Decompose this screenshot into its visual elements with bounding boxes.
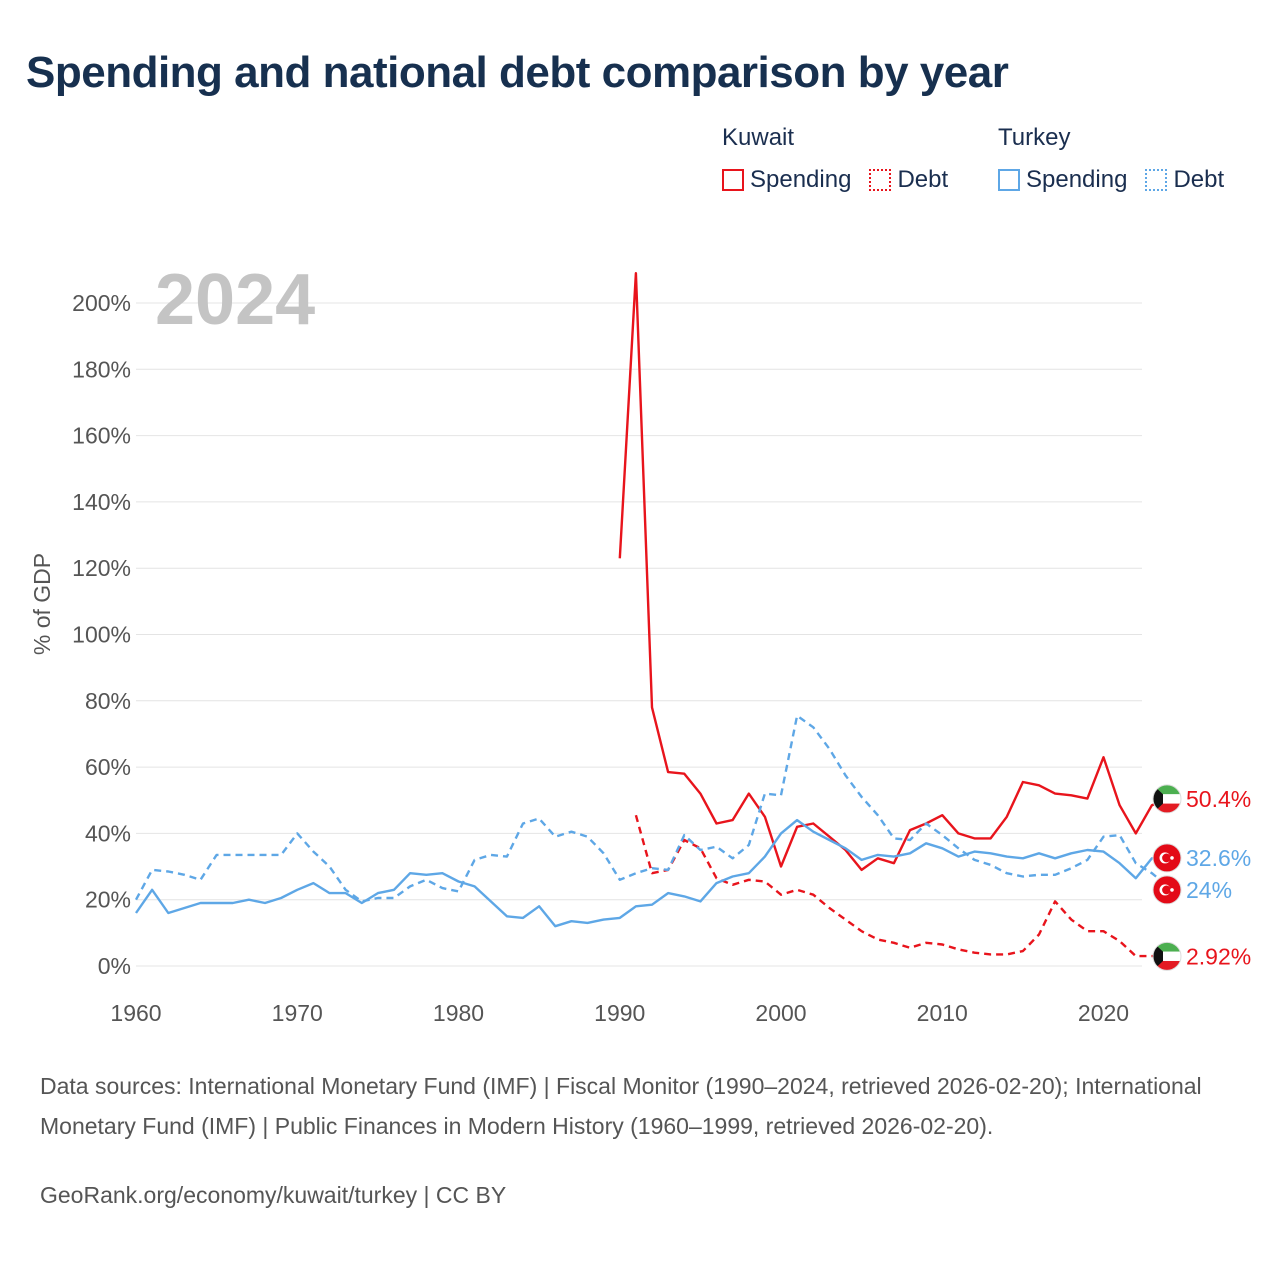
- kuwait-flag-icon: [1153, 784, 1181, 813]
- series-line-turkey-spending[interactable]: [135, 818, 1169, 928]
- legend-item-turkey-spending[interactable]: Spending: [998, 166, 1127, 194]
- legend-label: Spending: [750, 166, 852, 193]
- y-tick-label: 0%: [98, 953, 131, 979]
- y-tick-label: 180%: [72, 356, 131, 382]
- end-value-label: 32.6%: [1186, 845, 1251, 871]
- y-tick-labels: 0% 20% 40% 60% 80% 100% 120% 140% 160% 180% 200%: [72, 290, 131, 979]
- footer-attribution[interactable]: GeoRank.org/economy/kuwait/turkey | CC B…: [40, 1182, 507, 1208]
- series-layer: [134, 272, 1169, 958]
- series-line-turkey-debt[interactable]: [134, 714, 1169, 903]
- x-tick-label: 1990: [594, 1000, 645, 1026]
- data-source-note: Data sources: International Monetary Fun…: [40, 1073, 1202, 1139]
- y-tick-label: 160%: [72, 423, 131, 449]
- year-watermark: 2024: [155, 260, 315, 340]
- legend-group-kuwait: Kuwait Spending Debt: [722, 124, 966, 194]
- x-tick-label: 2020: [1078, 1000, 1129, 1026]
- y-tick-label: 40%: [85, 820, 131, 846]
- grid-layer: [136, 302, 1142, 967]
- y-tick-label: 120%: [72, 555, 131, 581]
- end-marker-turkey-spending: 32.6%: [1152, 843, 1251, 873]
- end-value-label: 2.92%: [1186, 943, 1251, 969]
- end-value-label: 50.4%: [1186, 786, 1251, 812]
- x-tick-label: 1960: [110, 1000, 161, 1026]
- y-tick-label: 100%: [72, 622, 131, 648]
- legend-label: Debt: [897, 166, 949, 193]
- end-marker-kuwait-spending: 50.4%: [1152, 784, 1251, 814]
- y-tick-label: 80%: [85, 688, 131, 714]
- end-marker-kuwait-debt: 2.92%: [1152, 941, 1251, 971]
- y-tick-label: 20%: [85, 887, 131, 913]
- series-line-kuwait-spending[interactable]: [618, 272, 1169, 872]
- x-tick-label: 2010: [917, 1000, 968, 1026]
- y-tick-label: 60%: [85, 754, 131, 780]
- legend-item-kuwait-spending[interactable]: Spending: [722, 166, 851, 194]
- kuwait-flag-icon: [1153, 942, 1181, 971]
- end-value-label: 24%: [1186, 877, 1232, 903]
- legend-swatch-solid-icon: [998, 169, 1020, 191]
- x-tick-label: 1970: [272, 1000, 323, 1026]
- x-tick-label: 2000: [755, 1000, 806, 1026]
- legend-country-turkey: Turkey: [998, 124, 1071, 151]
- chart-title: Spending and national debt comparison by…: [26, 48, 1009, 97]
- legend-swatch-dotted-icon: [1145, 169, 1168, 191]
- y-tick-label: 140%: [72, 489, 131, 515]
- legend-swatch-dotted-icon: [869, 169, 892, 191]
- legend-label: Debt: [1173, 166, 1225, 193]
- turkey-flag-icon: [1153, 843, 1181, 872]
- legend-item-turkey-debt[interactable]: Debt: [1145, 166, 1224, 194]
- x-tick-label: 1980: [433, 1000, 484, 1026]
- series-line-kuwait-debt[interactable]: [634, 814, 1169, 958]
- y-tick-label: 200%: [72, 290, 131, 316]
- end-labels: 50.4% 32.6% 24% 2.92%: [1152, 784, 1251, 971]
- line-chart: 0% 20% 40% 60% 80% 100% 120% 140% 160% 180% 200% 1…: [29, 260, 1251, 1026]
- legend-label: Spending: [1026, 166, 1128, 193]
- turkey-flag-icon: [1153, 875, 1181, 904]
- end-marker-turkey-debt: 24%: [1152, 875, 1232, 905]
- legend-country-kuwait: Kuwait: [722, 124, 795, 151]
- legend-item-kuwait-debt[interactable]: Debt: [869, 166, 948, 194]
- x-tick-labels: 1960 1970 1980 1990 2000 2010 2020: [110, 1000, 1129, 1026]
- y-axis-label: % of GDP: [29, 553, 55, 655]
- legend-swatch-solid-icon: [722, 169, 744, 191]
- legend-group-turkey: Turkey Spending Debt: [998, 124, 1242, 194]
